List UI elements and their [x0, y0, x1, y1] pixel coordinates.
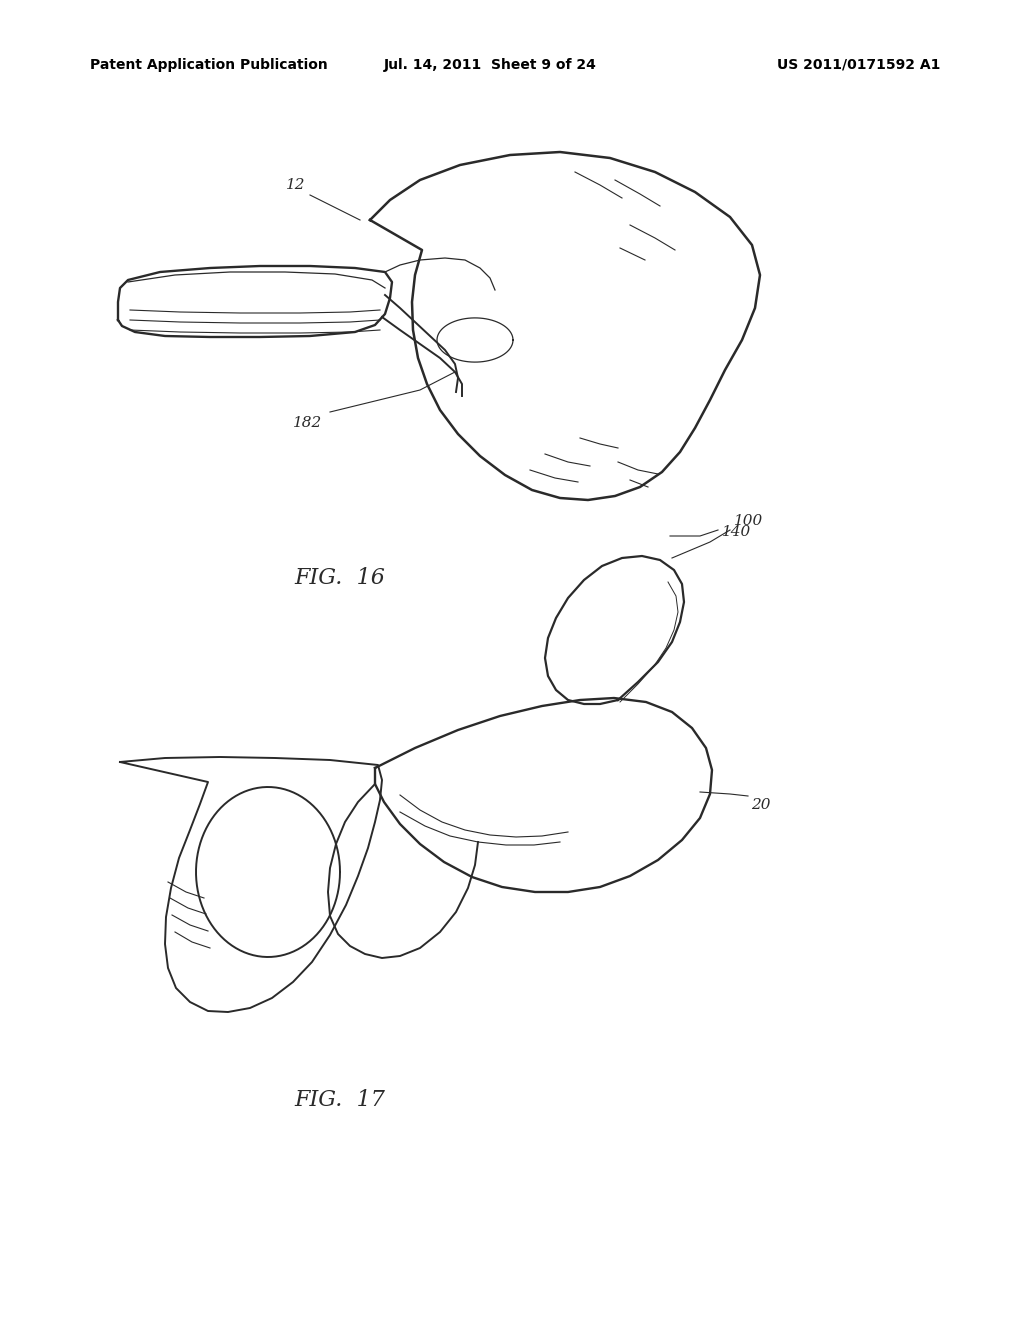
Text: FIG.  17: FIG. 17	[295, 1089, 385, 1111]
Text: 182: 182	[293, 416, 322, 430]
Text: FIG.  16: FIG. 16	[295, 568, 385, 589]
Polygon shape	[375, 698, 712, 892]
Text: 20: 20	[751, 799, 770, 812]
Text: 100: 100	[734, 513, 763, 528]
Text: US 2011/0171592 A1: US 2011/0171592 A1	[776, 58, 940, 73]
Polygon shape	[370, 152, 760, 500]
Text: Patent Application Publication: Patent Application Publication	[90, 58, 328, 73]
Text: Jul. 14, 2011  Sheet 9 of 24: Jul. 14, 2011 Sheet 9 of 24	[384, 58, 596, 73]
Polygon shape	[196, 787, 340, 957]
Polygon shape	[118, 267, 392, 337]
Text: 12: 12	[286, 178, 305, 191]
Text: 140: 140	[722, 525, 752, 539]
Polygon shape	[545, 556, 684, 704]
